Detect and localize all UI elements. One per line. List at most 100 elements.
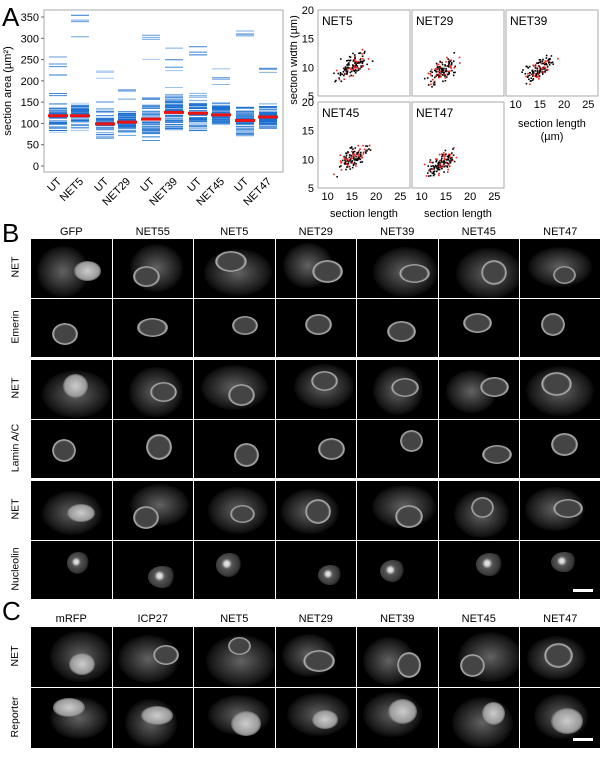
scatter-point: [441, 68, 443, 71]
nucleus: [52, 438, 77, 462]
scatter-point: [452, 60, 455, 63]
scatter-point: [354, 62, 356, 64]
scatter-point: [526, 76, 529, 79]
scatter-point: [447, 60, 450, 63]
scatter-point: [431, 74, 433, 77]
scatter-point: [532, 77, 535, 80]
scatter-point: [551, 61, 554, 64]
column-header: NET5: [220, 613, 249, 625]
scatter-point: [542, 58, 544, 61]
micrograph-net-net45: [438, 481, 519, 540]
scatter-point: [441, 67, 443, 69]
scatter-point: [433, 76, 436, 79]
scatter-point: [536, 70, 539, 72]
nucleus: [305, 313, 332, 336]
scatter-point: [354, 65, 356, 68]
column-header: NET5: [220, 226, 249, 238]
micrograph-net-net5: [194, 239, 275, 298]
scatter-point: [356, 65, 359, 67]
scatter-point: [431, 168, 433, 170]
scatter-point: [525, 65, 528, 68]
nucleus: [552, 499, 584, 519]
scatter-point: [348, 165, 351, 168]
scatter-point: [444, 77, 447, 79]
scatter-point: [548, 64, 551, 66]
scatter-point: [352, 66, 354, 69]
scatter-point: [358, 52, 360, 55]
scatter-point: [433, 81, 436, 84]
nucleus: [153, 644, 179, 666]
nucleus: [391, 377, 419, 398]
y-tick-label: 5: [308, 91, 314, 103]
scatter-point: [547, 60, 550, 62]
nucleus: [551, 432, 578, 457]
micrograph-nucleolin-net39: [357, 540, 438, 599]
scatter-point: [347, 151, 350, 154]
scatter-point: [434, 164, 437, 167]
scatter-point: [534, 73, 537, 75]
scatter-point: [452, 154, 455, 156]
column-header: NET29: [298, 613, 333, 625]
scatter-point: [449, 70, 451, 72]
y-tick-label: 10: [302, 62, 314, 74]
scatter-point: [347, 160, 350, 163]
scatter-point: [356, 60, 358, 63]
y-tick-label: 200: [21, 76, 39, 88]
scatter-point: [448, 72, 451, 74]
scatter-point: [348, 62, 350, 64]
scatter-point: [531, 70, 534, 73]
scatter-point: [446, 162, 449, 164]
x-tick-label: 20: [370, 191, 382, 203]
scatter-point: [546, 69, 548, 72]
scatter-point: [347, 67, 349, 70]
scatter-point: [339, 74, 342, 77]
scatter-point: [345, 163, 347, 165]
scatter-point: [346, 69, 349, 71]
scatter-point: [340, 58, 342, 60]
x-axis-unit: (µm): [541, 131, 564, 143]
column-header: NET39: [380, 226, 415, 238]
scatter-point: [359, 153, 362, 156]
scatter-point: [439, 161, 441, 164]
scatter-point: [541, 73, 544, 75]
scatter-point: [356, 70, 358, 72]
scatter-point: [432, 165, 434, 167]
scatter-point: [537, 62, 539, 65]
scatter-point: [359, 148, 361, 150]
scatter-point: [532, 70, 535, 73]
micrograph-net-gfp: [31, 360, 112, 419]
scatter-point: [344, 162, 346, 164]
scatter-point: [349, 160, 351, 162]
scatter-point: [348, 156, 351, 159]
scatter-point: [536, 62, 538, 64]
scatter-point: [355, 61, 357, 63]
scatter-point: [447, 168, 449, 171]
scatter-point: [348, 64, 350, 66]
micrograph-nucleolin-net5: [194, 540, 275, 599]
scatter-point: [436, 64, 438, 66]
scatter-point: [354, 58, 356, 61]
scatter-point: [543, 62, 546, 64]
nucleus: [553, 265, 577, 284]
scatter-point: [448, 62, 451, 64]
scale-bar: [572, 589, 593, 592]
micrograph-net-net29: [275, 481, 356, 540]
scatter-point: [448, 162, 451, 164]
scatter-point: [351, 64, 354, 66]
scatter-point: [532, 65, 535, 67]
nucleus: [132, 266, 161, 287]
scatter-point: [361, 48, 364, 51]
scatter-point: [357, 154, 360, 157]
nucleus: [147, 565, 177, 589]
scatter-point: [441, 161, 443, 163]
scatter-point: [439, 67, 442, 70]
micrograph-nucleolin-gfp: [31, 540, 112, 599]
scatter-point: [543, 66, 545, 68]
scatter-point: [531, 69, 534, 72]
scatter-point: [351, 150, 353, 153]
scatter-frame: [505, 9, 599, 97]
scatter-point: [347, 162, 350, 165]
x-tick-label: 25: [394, 191, 406, 203]
scatter-point: [438, 168, 441, 171]
nucleus: [481, 701, 506, 725]
